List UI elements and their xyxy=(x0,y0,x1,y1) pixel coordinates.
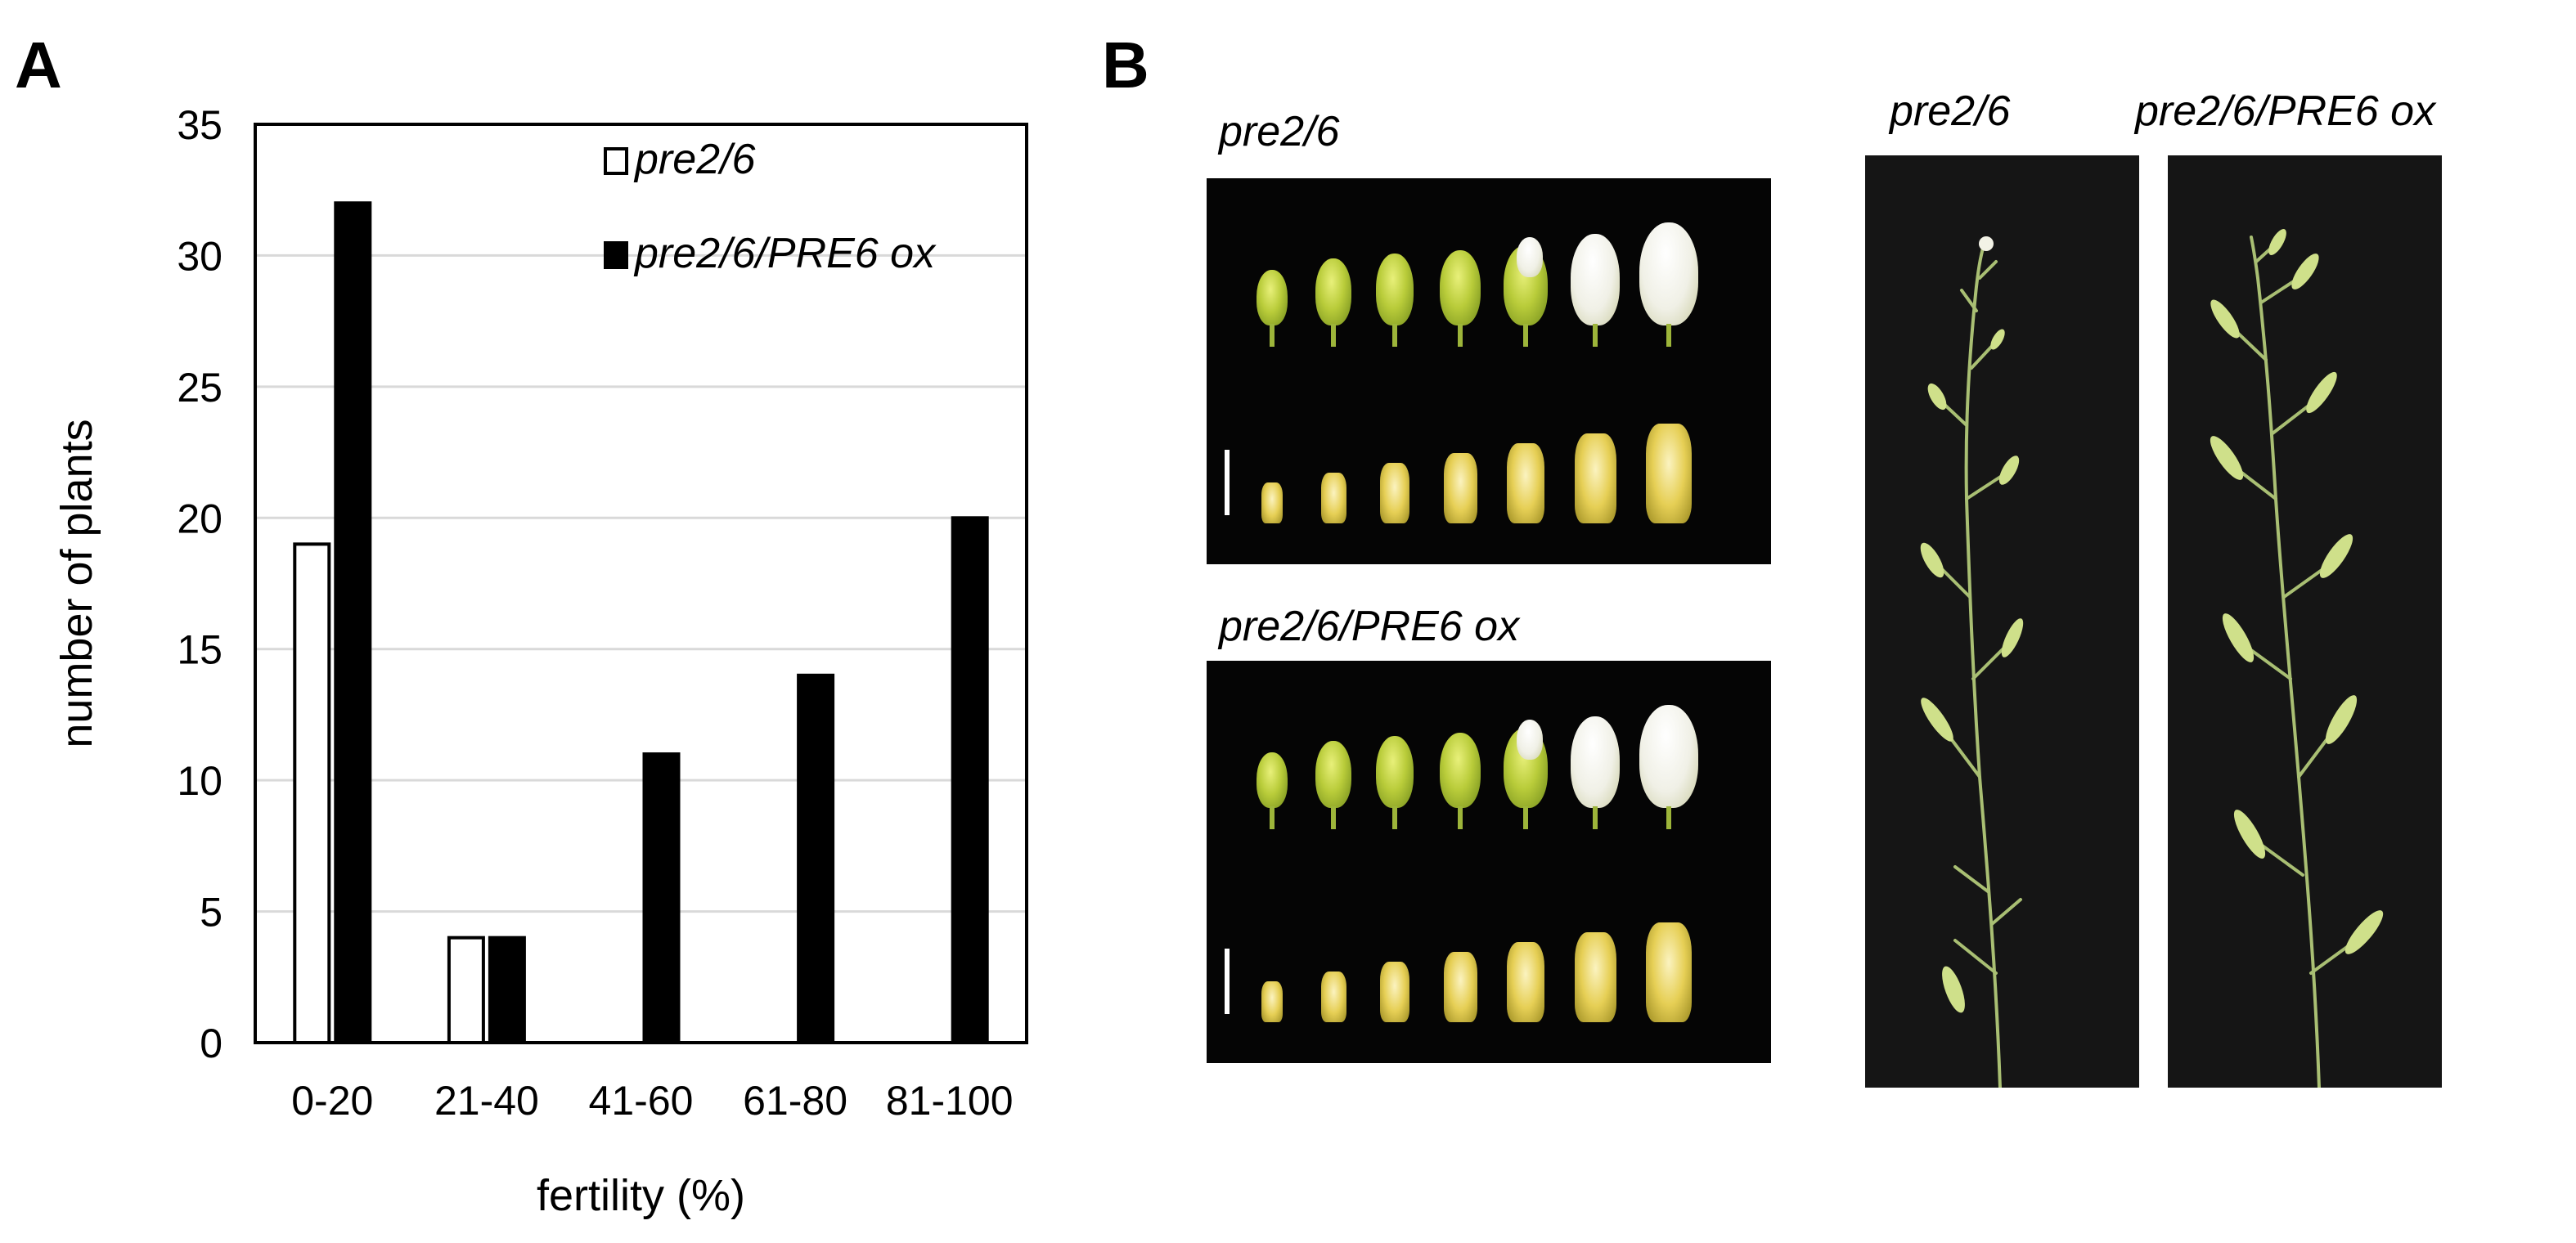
flower-bud xyxy=(1315,741,1351,808)
flower-bud xyxy=(1440,733,1481,808)
y-tick-label-20: 20 xyxy=(177,496,223,541)
flower-pedicel xyxy=(1270,324,1275,347)
flower-pedicel xyxy=(1458,324,1463,347)
dissected-flower-organs xyxy=(1646,922,1692,1022)
dissected-flower-organs xyxy=(1320,972,1346,1022)
dissected-flower-organs xyxy=(1507,443,1544,523)
panel-a-letter: A xyxy=(15,29,62,101)
flower-pedicel xyxy=(1593,324,1598,347)
flower-pedicel xyxy=(1270,806,1275,829)
flower-bud xyxy=(1315,258,1351,325)
flower-bud xyxy=(1376,254,1414,325)
flower-pedicel xyxy=(1392,806,1397,829)
bar-pre2-6-pre6-ox-61-80 xyxy=(797,673,835,1044)
chart-legend: pre2/6 pre2/6/PRE6 ox xyxy=(604,136,937,277)
plot-frame xyxy=(254,123,1028,1044)
scale-bar xyxy=(1225,450,1230,515)
flower-bud xyxy=(1376,736,1414,808)
y-tick-label-10: 10 xyxy=(177,758,223,804)
dissected-flower-organs xyxy=(1574,932,1616,1022)
flower-petal-tip xyxy=(1516,237,1543,277)
dissected-flower-organs xyxy=(1646,424,1692,523)
y-tick-label-15: 15 xyxy=(177,627,223,673)
legend-label-1: pre2/6/PRE6 ox xyxy=(633,230,937,277)
flowers-photo-pre2-6-pre6-ox xyxy=(1207,661,1771,1063)
dissected-flower-organs xyxy=(1320,473,1346,523)
flower-petal-tip xyxy=(1516,720,1543,760)
flower-bud xyxy=(1639,705,1698,808)
x-tick-label-61-80: 61-80 xyxy=(743,1078,847,1124)
dissected-flower-organs xyxy=(1380,463,1409,523)
y-tick-label-35: 35 xyxy=(177,102,223,148)
flower-pedicel xyxy=(1666,324,1671,347)
bar-pre2-6-pre6-ox-41-60 xyxy=(642,752,681,1044)
x-tick-label-0-20: 0-20 xyxy=(291,1078,373,1124)
flower-bud xyxy=(1257,270,1288,325)
x-tick-label-41-60: 41-60 xyxy=(589,1078,694,1124)
dissected-flower-organs xyxy=(1443,952,1477,1022)
dissected-flower-organs xyxy=(1380,962,1409,1022)
chart-gridlines xyxy=(255,254,1027,913)
flower-bud xyxy=(1571,716,1620,808)
flower-bud xyxy=(1639,222,1698,325)
bar-pre2-6-0-20 xyxy=(293,542,331,1044)
flower-pedicel xyxy=(1458,806,1463,829)
x-tick-label-81-100: 81-100 xyxy=(886,1078,1014,1124)
dissected-flower-organs xyxy=(1261,482,1283,523)
y-axis-label: number of plants xyxy=(52,419,101,747)
inflorescence-left-label: pre2/6 xyxy=(1890,88,2011,135)
flower-pedicel xyxy=(1666,806,1671,829)
legend-swatch-1 xyxy=(604,241,628,269)
x-axis-label: fertility (%) xyxy=(537,1171,745,1220)
panel-b-letter: B xyxy=(1102,29,1149,101)
flowers-bottom-label: pre2/6/PRE6 ox xyxy=(1219,603,1520,650)
inflorescence-right-label: pre2/6/PRE6 ox xyxy=(2135,88,2436,135)
legend-swatch-0 xyxy=(604,147,628,175)
dissected-flower-organs xyxy=(1443,453,1477,523)
flower-bud xyxy=(1440,250,1481,325)
flower-bud xyxy=(1257,752,1288,808)
dissected-flower-organs xyxy=(1261,981,1283,1022)
scale-bar xyxy=(1225,949,1230,1014)
bar-pre2-6-pre6-ox-81-100 xyxy=(951,516,989,1044)
flower-pedicel xyxy=(1593,806,1598,829)
flower-bud xyxy=(1571,234,1620,325)
fertility-bar-chart: 0 5 10 15 20 25 30 35 0-20 21-40 41-60 61-80 81-100… xyxy=(52,102,1028,1220)
legend-label-0: pre2/6 xyxy=(633,136,756,183)
y-tick-label-0: 0 xyxy=(200,1021,223,1066)
y-tick-label-30: 30 xyxy=(177,233,223,279)
flower-pedicel xyxy=(1523,324,1528,347)
inflorescence-photo-pre2-6 xyxy=(1865,155,2139,1088)
chart-bars xyxy=(293,201,989,1044)
y-tick-label-5: 5 xyxy=(200,890,223,936)
inflorescence-photo-pre2-6-pre6-ox xyxy=(2168,155,2442,1088)
x-tick-labels: 0-20 21-40 41-60 61-80 81-100 xyxy=(291,1078,1013,1124)
bar-pre2-6-pre6-ox-21-40 xyxy=(488,936,526,1044)
flower-pedicel xyxy=(1331,806,1336,829)
y-tick-label-25: 25 xyxy=(177,365,223,411)
x-tick-label-21-40: 21-40 xyxy=(434,1078,539,1124)
flowers-photo-pre2-6 xyxy=(1207,178,1771,564)
flowers-top-label: pre2/6 xyxy=(1219,108,1340,155)
y-tick-labels: 0 5 10 15 20 25 30 35 xyxy=(177,102,223,1066)
flower-pedicel xyxy=(1331,324,1336,347)
dissected-flower-organs xyxy=(1574,433,1616,523)
dissected-flower-organs xyxy=(1507,942,1544,1022)
flower-pedicel xyxy=(1523,806,1528,829)
bar-pre2-6-pre6-ox-0-20 xyxy=(334,201,372,1044)
flower-pedicel xyxy=(1392,324,1397,347)
bar-pre2-6-21-40 xyxy=(447,936,485,1044)
